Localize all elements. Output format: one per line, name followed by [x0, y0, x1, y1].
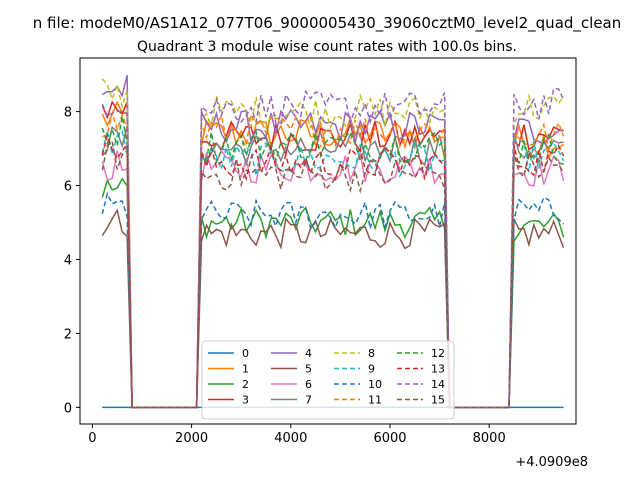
- legend-label-3: 3: [242, 394, 249, 407]
- y-axis: 0 2 4 6 8: [64, 106, 80, 416]
- x-offset-label: +4.0909e8: [515, 455, 588, 470]
- legend-label-1: 1: [242, 363, 249, 376]
- series-line-15: [101, 139, 565, 409]
- axes-frame: [79, 57, 577, 425]
- legend-label-6: 6: [305, 378, 312, 391]
- legend-label-8: 8: [368, 347, 375, 360]
- legend-label-11: 11: [368, 394, 382, 407]
- x-axis: 0 2000 4000 6000 8000: [88, 424, 506, 446]
- legend-label-4: 4: [305, 347, 312, 360]
- legend-label-12: 12: [431, 347, 445, 360]
- x-tick-label: 2000: [175, 431, 208, 446]
- legend-label-13: 13: [431, 363, 445, 376]
- legend-label-0: 0: [242, 347, 249, 360]
- legend-label-10: 10: [368, 378, 382, 391]
- axes-title: Quadrant 3 module wise count rates with …: [137, 39, 517, 55]
- y-tick-label: 0: [64, 401, 72, 416]
- x-tick-label: 6000: [373, 431, 406, 446]
- legend-label-14: 14: [431, 378, 445, 391]
- legend-box: [201, 340, 455, 420]
- x-tick-label: 8000: [473, 431, 506, 446]
- y-tick-label: 4: [64, 253, 72, 268]
- plot-area: [101, 74, 565, 409]
- legend-label-15: 15: [431, 394, 445, 407]
- x-tick-label: 0: [88, 431, 96, 446]
- legend-label-2: 2: [242, 378, 249, 391]
- legend-label-5: 5: [305, 363, 312, 376]
- figure-suptitle: n file: modeM0/AS1A12_077T06_9000005430_…: [33, 14, 622, 33]
- legend-label-7: 7: [305, 394, 312, 407]
- y-tick-label: 8: [64, 106, 72, 121]
- y-tick-label: 6: [64, 180, 72, 195]
- y-tick-label: 2: [64, 327, 72, 342]
- legend-label-9: 9: [368, 363, 375, 376]
- x-tick-label: 4000: [274, 431, 307, 446]
